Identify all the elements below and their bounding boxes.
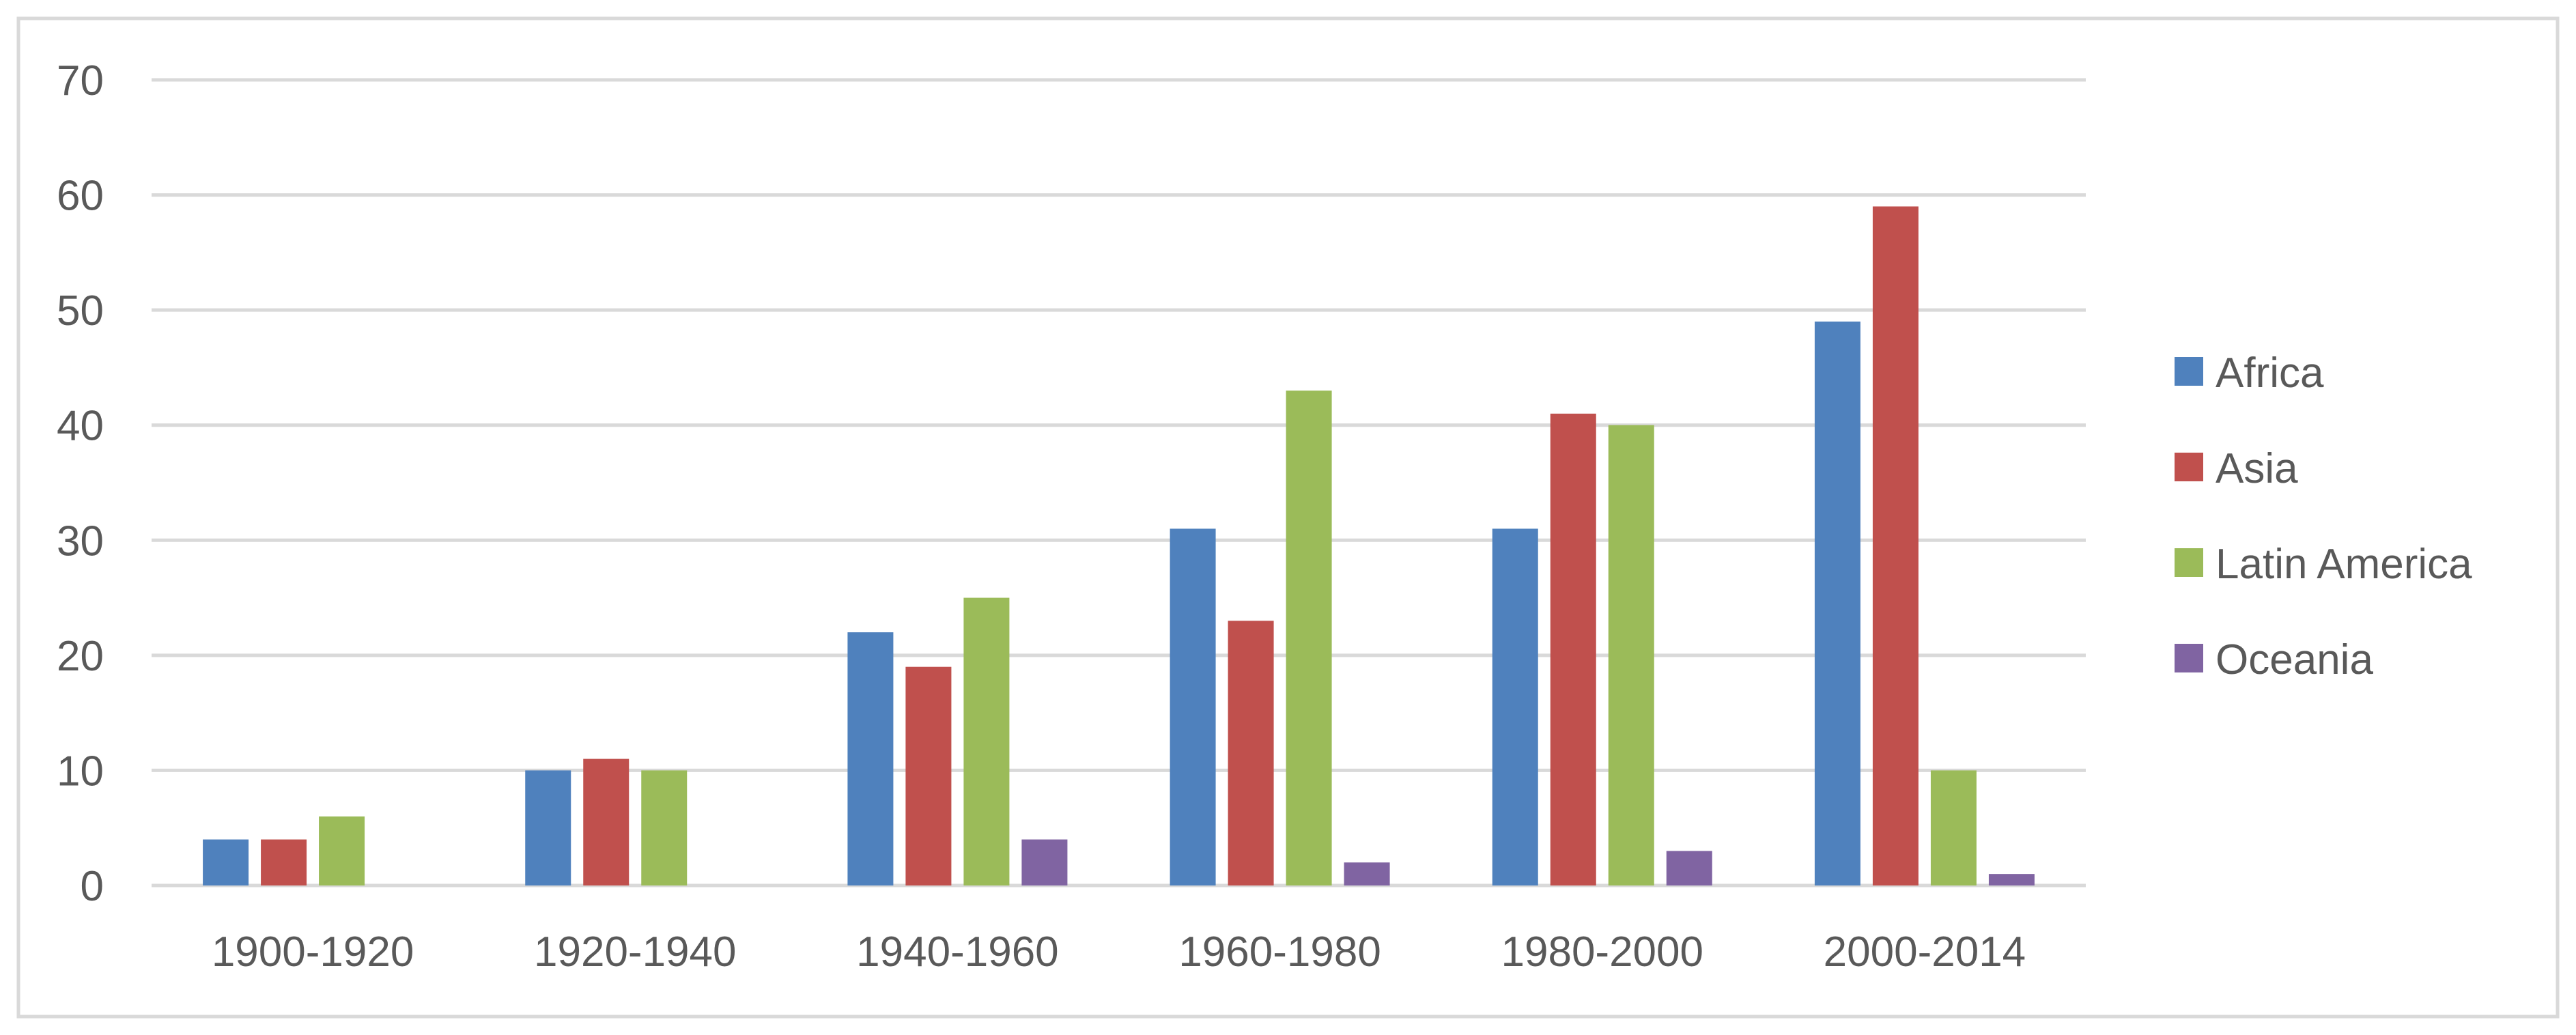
- y-tick-label: 20: [57, 633, 104, 680]
- bar-latin-america: [319, 816, 365, 885]
- y-tick-label: 40: [57, 403, 104, 450]
- x-axis-ticks: 1900-1920 1920-1940 1940-1960 1960-1980 1980…: [212, 928, 2026, 976]
- bar-oceania: [1344, 862, 1390, 885]
- bar-asia: [583, 758, 629, 885]
- bar-latin-america: [1608, 425, 1654, 885]
- y-tick-label: 0: [81, 863, 104, 910]
- bar-africa: [525, 770, 571, 885]
- bar-latin-america: [641, 770, 688, 885]
- y-axis-ticks: 0 10 20 30 40 50 60 70: [57, 57, 104, 910]
- x-tick-label: 1900-1920: [212, 928, 414, 976]
- bar-latin-america: [1930, 770, 1977, 885]
- y-tick-label: 10: [57, 748, 104, 795]
- legend-label: Africa: [2216, 350, 2324, 397]
- legend: Africa Asia Latin America Oceania: [2175, 350, 2472, 683]
- bars: [203, 206, 2035, 885]
- bar-africa: [203, 839, 249, 885]
- legend-swatch: [2175, 453, 2203, 481]
- bar-africa: [1814, 322, 1860, 885]
- x-tick-label: 1920-1940: [534, 928, 737, 976]
- bar-asia: [1228, 621, 1274, 885]
- bar-africa: [847, 632, 894, 885]
- bar-asia: [905, 666, 952, 885]
- bar-africa: [1492, 528, 1538, 885]
- x-tick-label: 2000-2014: [1824, 928, 2026, 976]
- x-tick-label: 1980-2000: [1501, 928, 1704, 976]
- y-tick-label: 50: [57, 287, 104, 335]
- bar-oceania: [1988, 874, 2035, 885]
- gridlines: [152, 78, 2086, 888]
- bar-asia: [1872, 206, 1919, 885]
- bar-asia: [261, 839, 307, 885]
- legend-label: Oceania: [2216, 636, 2373, 683]
- bar-oceania: [1666, 851, 1712, 885]
- bar-oceania: [1021, 839, 1068, 885]
- legend-label: Latin America: [2216, 541, 2472, 588]
- legend-label: Asia: [2216, 445, 2298, 492]
- x-tick-label: 1940-1960: [856, 928, 1059, 976]
- bar-africa: [1170, 528, 1216, 885]
- y-tick-label: 60: [57, 173, 104, 220]
- y-tick-label: 30: [57, 518, 104, 565]
- bar-latin-america: [1286, 391, 1332, 885]
- legend-swatch: [2175, 644, 2203, 672]
- bar-latin-america: [963, 597, 1010, 885]
- legend-swatch: [2175, 357, 2203, 386]
- x-tick-label: 1960-1980: [1178, 928, 1381, 976]
- legend-swatch: [2175, 548, 2203, 577]
- y-tick-label: 70: [57, 57, 104, 104]
- bar-asia: [1550, 413, 1596, 885]
